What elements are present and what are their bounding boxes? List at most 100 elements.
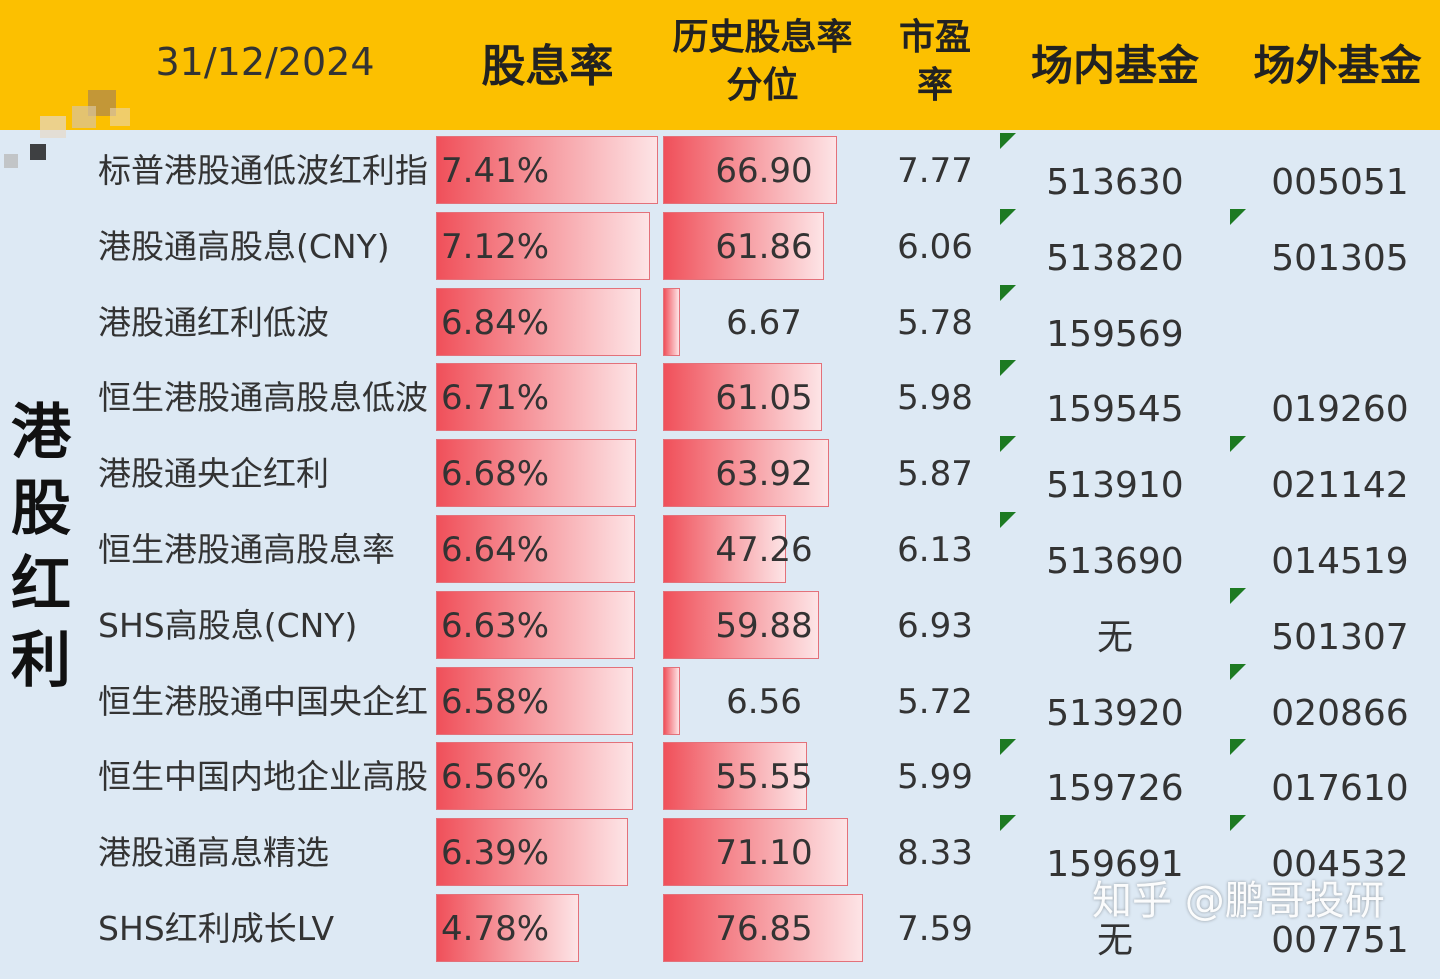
pe-value: 7.77 [897, 151, 973, 191]
offsite-fund-header: 场外基金 [1253, 40, 1422, 90]
percentile-value: 59.88 [715, 605, 813, 646]
percentile-bar [663, 666, 680, 735]
table-row: 恒生港股通高股息低波 6.71% 61.05 5.98 159545 019260 [0, 360, 1440, 436]
green-flag-icon [1230, 208, 1246, 225]
dividend-yield-bar [436, 287, 641, 356]
table-row: SHS红利成长LV 4.78% 76.85 7.59 无 007751 [0, 891, 1440, 967]
dividend-yield-value: 6.84% [441, 302, 550, 343]
pe-value: 5.72 [897, 681, 973, 722]
table-row: 港股通高息精选 6.39% 71.10 8.33 159691 004532 [0, 815, 1440, 891]
dividend-yield-bar [436, 742, 633, 811]
index-name: 恒生港股通高股息率 [98, 530, 395, 569]
index-name: 港股通红利低波 [98, 302, 329, 342]
green-flag-icon [1000, 360, 1016, 377]
green-flag-icon [1000, 208, 1016, 225]
pe-ratio-header-line2: 率 [916, 65, 953, 106]
dividend-yield-bar [436, 818, 628, 887]
table-row: 港股通央企红利 6.68% 63.92 5.87 513910 021142 [0, 436, 1440, 512]
pe-value: 6.06 [897, 226, 973, 267]
percentile-value: 71.10 [715, 833, 813, 874]
dividend-yield-bar [436, 439, 636, 508]
percentile-bar [663, 136, 837, 204]
green-flag-icon [1000, 512, 1016, 528]
pe-value: 7.59 [897, 909, 973, 949]
dividend-yield-value: 7.12% [441, 226, 550, 267]
table-row: 港股通红利低波 6.84% 6.67 5.78 159569 [0, 284, 1440, 361]
percentile-value: 61.86 [715, 226, 813, 267]
onsite-fund-code: 159691 [1046, 844, 1184, 886]
onsite-fund-code: 159545 [1046, 389, 1184, 431]
pe-value: 8.33 [897, 833, 973, 874]
pe-value: 5.98 [897, 378, 973, 419]
onsite-fund-code: 513630 [1046, 162, 1184, 203]
offsite-fund-code: 014519 [1271, 541, 1409, 582]
table-row: 恒生港股通中国央企红 6.58% 6.56 5.72 513920 020866 [0, 663, 1440, 740]
onsite-fund-code: 513920 [1046, 692, 1184, 734]
offsite-fund-code: 007751 [1271, 920, 1409, 961]
percentile-value: 66.90 [715, 151, 813, 191]
dividend-yield-bar [436, 666, 633, 735]
percentile-value: 63.92 [715, 454, 813, 495]
offsite-fund-code: 019260 [1271, 389, 1409, 431]
table-row: 标普港股通低波红利指 7.41% 66.90 7.77 513630 005051 [0, 133, 1440, 209]
table-row: 恒生港股通高股息率 6.64% 47.26 6.13 513690 014519 [0, 512, 1440, 588]
dividend-yield-bar [436, 211, 650, 280]
green-flag-icon [1230, 739, 1246, 756]
pe-value: 5.78 [897, 302, 973, 343]
dividend-yield-bar [436, 590, 635, 659]
percentile-value: 6.67 [726, 302, 802, 343]
pe-value: 6.93 [897, 605, 973, 646]
pe-value: 5.87 [897, 454, 973, 495]
percentile-bar [663, 894, 863, 962]
percentile-bar [663, 818, 848, 887]
index-name: 港股通央企红利 [98, 454, 329, 494]
table-row: SHS高股息(CNY) 6.63% 59.88 6.93 无 501307 [0, 587, 1440, 664]
dividend-yield-value: 7.41% [441, 151, 550, 191]
percentile-value: 61.05 [715, 378, 813, 419]
dividend-yield-value: 6.64% [441, 530, 550, 570]
green-flag-icon [1230, 663, 1246, 680]
percentile-bar [663, 287, 680, 356]
index-name: 标普港股通低波红利指 [98, 151, 428, 190]
yield-percentile-header-line2: 分位 [726, 65, 799, 106]
dividend-yield-value: 6.39% [441, 833, 550, 874]
dividend-yield-value: 6.71% [441, 378, 550, 419]
index-name: 港股通高股息(CNY) [98, 226, 390, 266]
date-header: 31/12/2024 [155, 40, 375, 84]
pe-ratio-header: 市盈 率 [880, 12, 990, 112]
dividend-yield-bar [436, 136, 658, 204]
dividend-yield-bar [436, 515, 635, 583]
offsite-fund-code: 017610 [1271, 768, 1409, 810]
green-flag-icon [1230, 436, 1246, 453]
dividend-yield-header: 股息率 [481, 41, 614, 92]
percentile-bar [663, 363, 822, 432]
green-flag-icon [1000, 284, 1016, 301]
percentile-value: 47.26 [715, 530, 813, 570]
dividend-yield-value: 6.56% [441, 757, 550, 798]
offsite-fund-code: 005051 [1271, 162, 1409, 203]
index-name: 恒生中国内地企业高股 [98, 757, 428, 797]
onsite-fund-code: 513820 [1046, 237, 1184, 279]
onsite-fund-code: 513910 [1046, 465, 1184, 507]
green-flag-icon [1000, 436, 1016, 453]
percentile-bar [663, 211, 824, 280]
green-flag-icon [1000, 815, 1016, 832]
percentile-bar [663, 515, 786, 583]
offsite-fund-code: 020866 [1271, 692, 1409, 734]
index-name: 港股通高息精选 [98, 833, 329, 873]
offsite-fund-code: 501307 [1271, 616, 1409, 658]
group-label-char: 利 [11, 626, 71, 696]
table-row: 港股通高股息(CNY) 7.12% 61.86 6.06 513820 501305 [0, 208, 1440, 285]
yield-percentile-header: 历史股息率 分位 [660, 12, 865, 112]
percentile-value: 55.55 [715, 757, 813, 798]
pe-value: 6.13 [897, 530, 973, 570]
percentile-value: 6.56 [726, 681, 802, 722]
percentile-bar [663, 590, 819, 659]
dividend-yield-bar [436, 363, 637, 432]
green-flag-icon [1000, 133, 1016, 149]
percentile-value: 76.85 [715, 909, 813, 949]
watermark: 知乎 @鹏哥投研 [1092, 878, 1385, 924]
green-flag-icon [1000, 739, 1016, 756]
group-label-char: 红 [11, 550, 71, 620]
table-header: 31/12/2024 股息率 历史股息率 分位 市盈 率 场内基金 场外基金 [0, 0, 1440, 130]
